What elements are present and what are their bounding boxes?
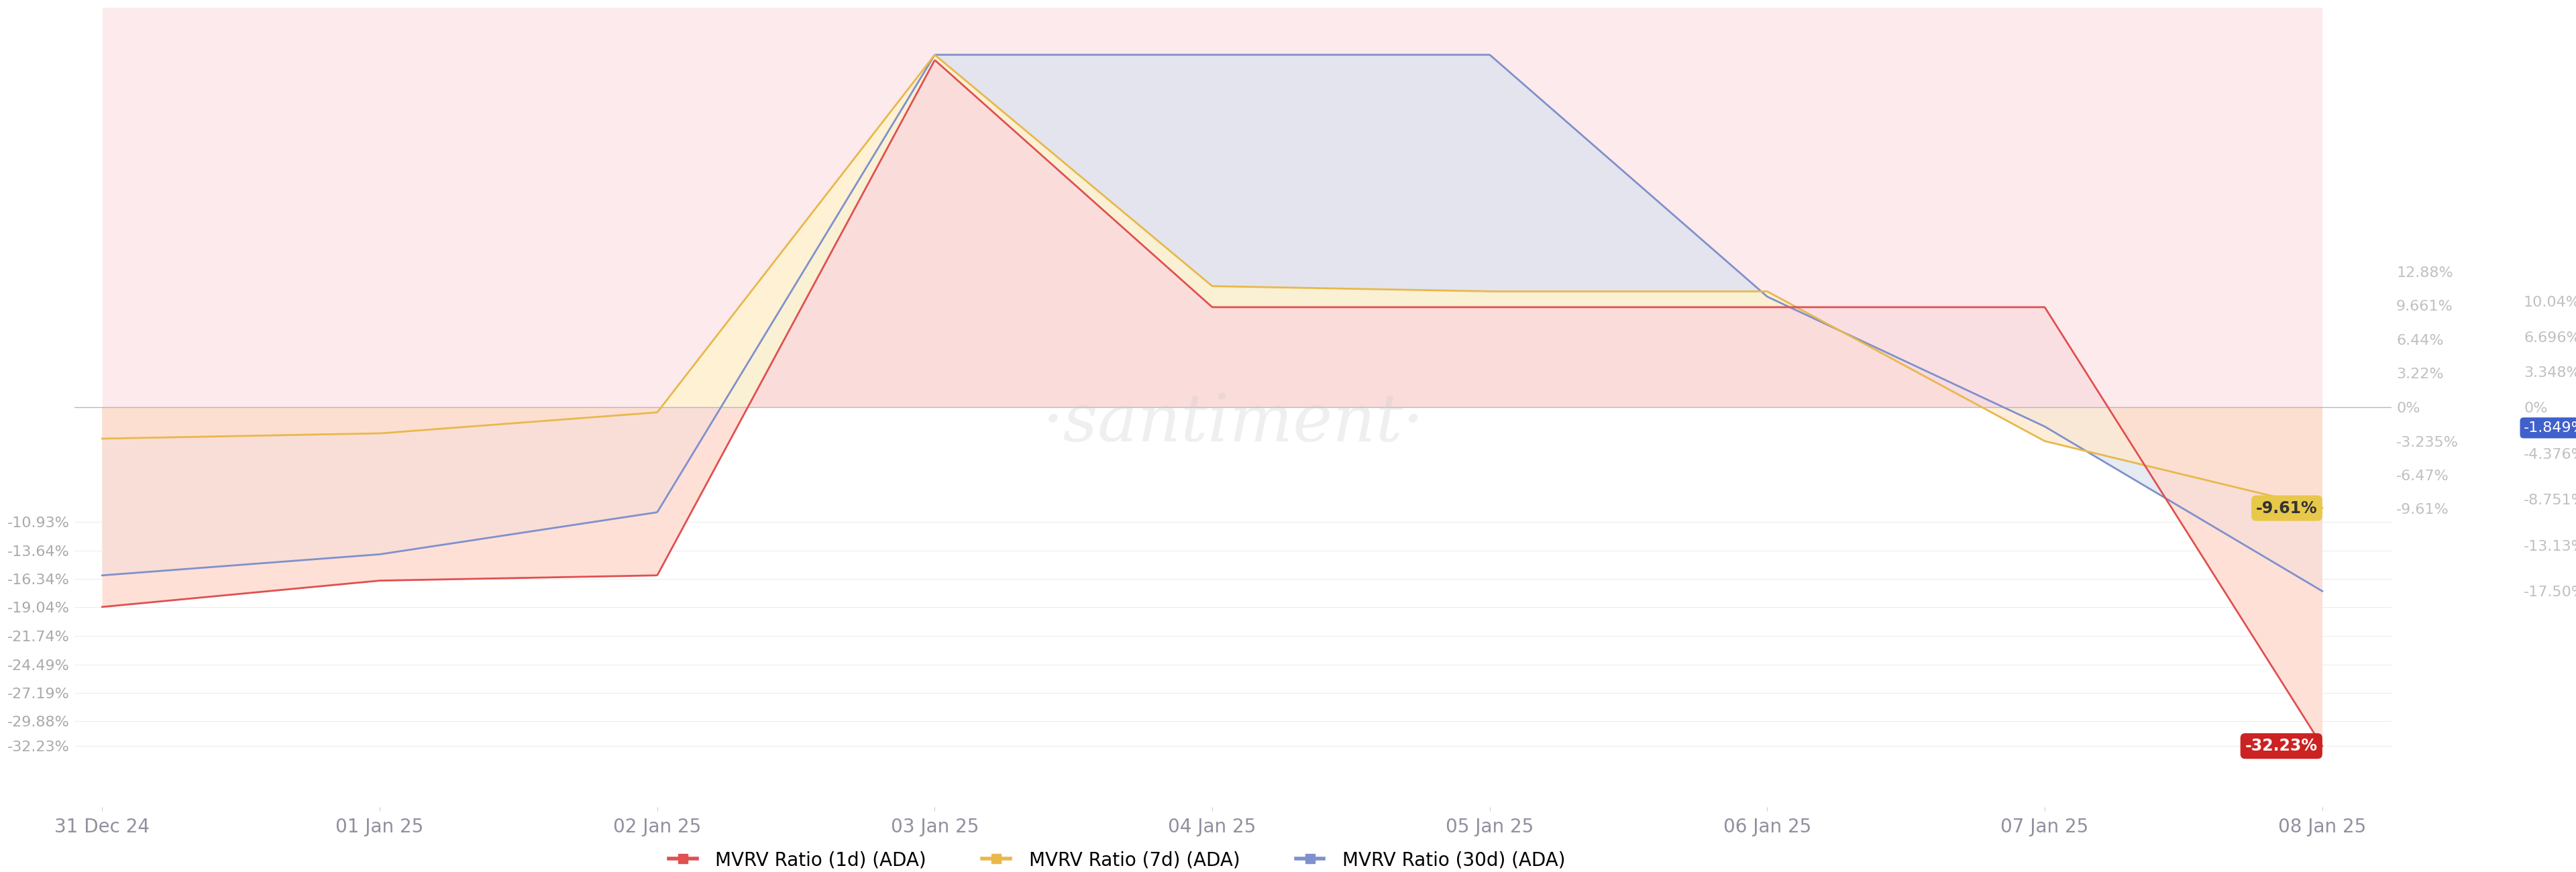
- Text: ·santiment·: ·santiment·: [1043, 392, 1425, 455]
- Text: -9.61%: -9.61%: [2257, 501, 2318, 516]
- Text: -32.23%: -32.23%: [2246, 738, 2318, 754]
- Legend: MVRV Ratio (1d) (ADA), MVRV Ratio (7d) (ADA), MVRV Ratio (30d) (ADA): MVRV Ratio (1d) (ADA), MVRV Ratio (7d) (…: [662, 843, 1574, 872]
